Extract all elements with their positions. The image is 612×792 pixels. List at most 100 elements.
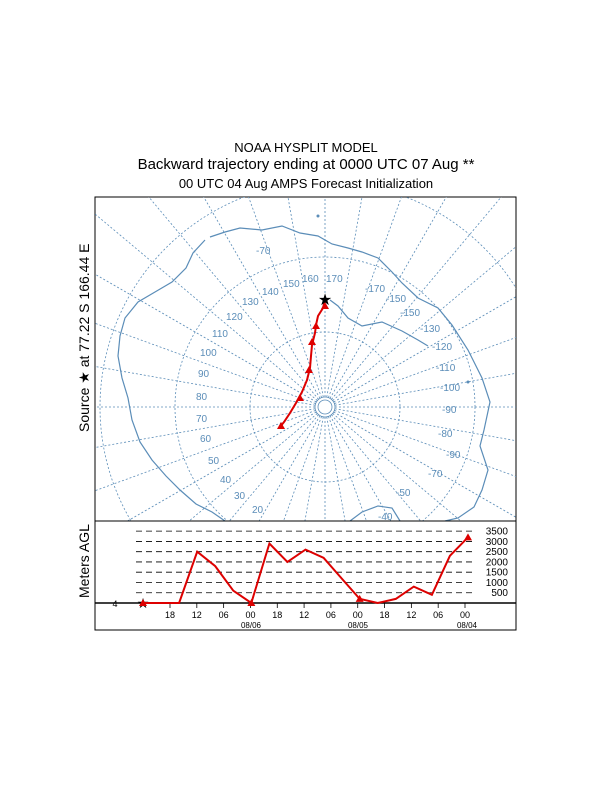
meridian-line [126, 411, 317, 521]
height-panel-frame [94, 520, 517, 631]
height-level-label: 500 [491, 588, 508, 599]
trajectory-subtitle: Backward trajectory ending at 0000 UTC 0… [137, 156, 475, 173]
source-star-icon: ★ [318, 292, 332, 309]
meridian-line [95, 322, 316, 404]
island [466, 380, 470, 384]
meridian-label: 170 [326, 274, 343, 285]
meridian-label: -90 [446, 450, 461, 461]
meridian-line [304, 416, 324, 521]
meridian-label: 20 [252, 505, 264, 516]
meridian-label: 130 [242, 297, 259, 308]
meridian-line [95, 213, 318, 401]
height-level-label: 2500 [486, 547, 509, 558]
meridian-label: 30 [234, 491, 246, 502]
height-level-label: 1500 [486, 568, 509, 579]
meridian-line [283, 416, 322, 521]
height-marker [139, 599, 147, 606]
meridian-line [258, 415, 321, 521]
trajectory-marker [308, 338, 316, 345]
meridian-line [148, 197, 319, 400]
meridian-line [326, 416, 346, 521]
time-tick-label: 00 [353, 610, 363, 620]
trajectory-marker [305, 366, 313, 373]
meridian-label: -110 [436, 363, 456, 374]
time-tick-label: 06 [433, 610, 443, 620]
source-location-label: Source ★ at 77.22 S 166.44 E [76, 244, 92, 432]
latitude-circle [249, 331, 401, 483]
trajectory-marker [321, 302, 329, 309]
meridian-line [228, 414, 319, 521]
time-tick-label: 12 [192, 610, 202, 620]
meridian-label: -70 [256, 246, 271, 257]
meridian-line [203, 197, 321, 399]
height-series [139, 533, 472, 606]
date-label: 08/04 [457, 621, 478, 630]
meridian-line [331, 197, 502, 400]
meridian-label: 140 [262, 287, 279, 298]
time-tick-label: 06 [219, 610, 229, 620]
meridian-label: 120 [226, 312, 243, 323]
meridian-line [332, 413, 462, 521]
trajectory-markers [277, 302, 329, 429]
meridian-label: -150 [386, 294, 406, 305]
height-marker [355, 594, 364, 602]
meridian-label-group: -70 150 160 170 -170 -150 -150 140 130 -… [196, 246, 461, 523]
time-tick-label: 18 [165, 610, 175, 620]
time-tick-label: 00 [245, 610, 255, 620]
meridian-line [334, 410, 516, 477]
polar-grid [95, 197, 516, 521]
time-tick-label: 18 [380, 610, 390, 620]
trajectory-marker [277, 422, 285, 429]
height-series-line [143, 536, 469, 605]
meridian-line [95, 408, 316, 448]
meridian-label: 70 [196, 414, 208, 425]
date-label: 08/06 [241, 621, 262, 630]
antarctica-coastline [117, 225, 491, 521]
trajectory-marker [296, 394, 304, 401]
time-tick-label: 12 [406, 610, 416, 620]
meridian-label: 150 [283, 279, 300, 290]
meridian-label: -70 [428, 469, 443, 480]
meridian-label: -90 [442, 405, 457, 416]
meridian-line [334, 337, 516, 404]
map-frame [94, 196, 517, 522]
map-trajectory: ★ [277, 292, 332, 429]
meridian-line [329, 415, 392, 521]
meridian-label: 80 [196, 392, 208, 403]
meridian-label: 60 [200, 434, 212, 445]
date-label: 08/05 [348, 621, 369, 630]
meridian-line [331, 414, 422, 521]
time-tick-label: 00 [460, 610, 470, 620]
meridian-label: -80 [438, 429, 453, 440]
meridian-label: 50 [208, 456, 220, 467]
meridian-line [95, 410, 316, 492]
meridian-line [328, 416, 367, 521]
meridian-line [326, 197, 363, 398]
meridian-label: -120 [432, 342, 452, 353]
meridian-label: 40 [220, 475, 232, 486]
meridian-line [332, 246, 516, 401]
meridian-line [95, 273, 317, 403]
model-title: NOAA HYSPLIT MODEL [234, 140, 378, 155]
meridian-line [334, 372, 516, 406]
meridian-line [334, 408, 516, 442]
meridian-line [95, 366, 316, 406]
meridian-label: 90 [198, 369, 210, 380]
meridian-line [328, 197, 402, 398]
forecast-init-line: 00 UTC 04 Aug AMPS Forecast Initializati… [178, 176, 434, 191]
meridian-lines [95, 197, 516, 521]
meridian-line [248, 197, 322, 398]
trajectory-marker [312, 322, 320, 329]
meridian-label: -130 [420, 324, 440, 335]
meridian-line [333, 296, 516, 403]
time-tick-label: 06 [326, 610, 336, 620]
height-marker [247, 599, 256, 606]
height-level-label: 1000 [486, 578, 509, 589]
pole-ring [317, 399, 333, 415]
height-axis-title: Meters AGL [76, 524, 92, 598]
meridian-label: -170 [365, 284, 385, 295]
meridian-line [188, 413, 318, 521]
start-marker-label: 4 [112, 599, 117, 609]
